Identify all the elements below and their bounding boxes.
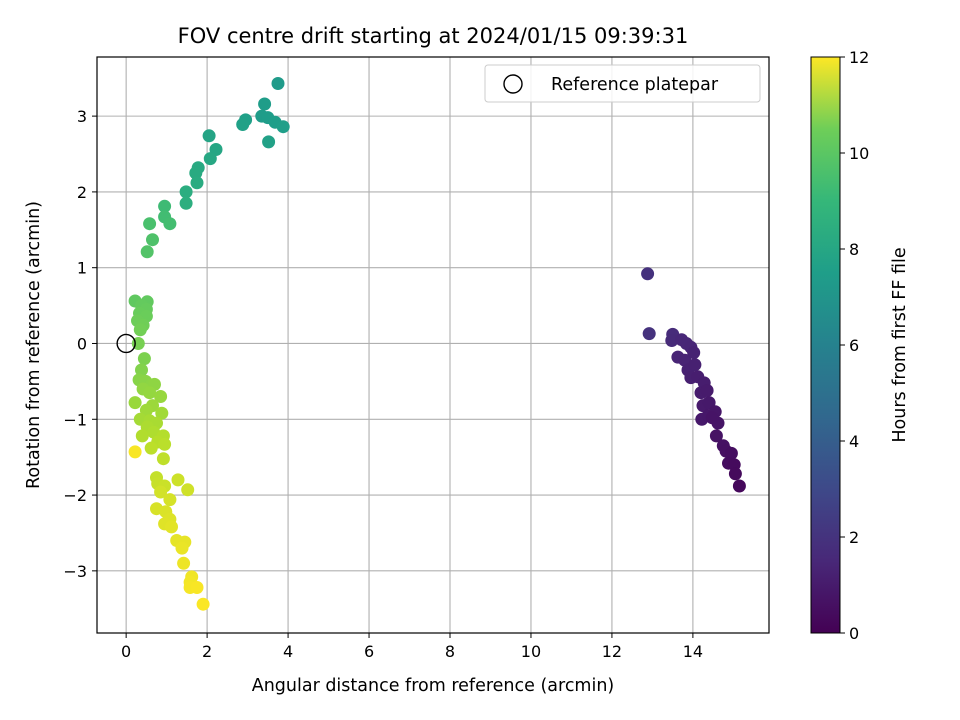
data-point bbox=[165, 520, 178, 534]
data-point bbox=[702, 396, 716, 410]
data-point bbox=[154, 390, 168, 403]
data-point bbox=[190, 581, 204, 594]
colorbar-tick-label: 2 bbox=[849, 528, 859, 547]
data-point bbox=[196, 597, 210, 611]
y-axis-ticks: −3 −2 −1 0 1 2 3 bbox=[63, 107, 97, 581]
data-point bbox=[181, 483, 195, 497]
y-tick-label: −1 bbox=[63, 410, 87, 429]
data-point bbox=[137, 352, 151, 366]
data-point bbox=[143, 217, 157, 231]
x-tick-label: 14 bbox=[683, 642, 703, 661]
data-point bbox=[135, 429, 149, 443]
x-tick-label: 8 bbox=[445, 642, 455, 661]
data-point bbox=[700, 384, 714, 397]
data-point bbox=[276, 120, 290, 134]
reference-marker bbox=[116, 333, 136, 354]
data-point bbox=[158, 199, 172, 213]
data-point bbox=[128, 396, 142, 410]
colorbar-tick-label: 6 bbox=[849, 336, 859, 355]
colorbar-ticks: 0 2 4 6 8 10 12 bbox=[840, 48, 869, 643]
data-point bbox=[271, 77, 285, 90]
data-point bbox=[135, 363, 148, 377]
data-point bbox=[133, 323, 147, 337]
y-tick-label: 1 bbox=[77, 259, 87, 278]
data-point bbox=[128, 445, 142, 459]
colorbar: 0 2 4 6 8 10 12 Hours from first FF file bbox=[810, 48, 910, 643]
data-point bbox=[688, 358, 702, 372]
data-points bbox=[128, 77, 746, 611]
x-axis-ticks: 0 2 4 6 8 10 12 14 bbox=[121, 633, 703, 661]
x-tick-label: 12 bbox=[602, 642, 622, 661]
colorbar-tick-label: 4 bbox=[849, 432, 859, 451]
y-tick-label: 0 bbox=[77, 334, 87, 353]
colorbar-label: Hours from first FF file bbox=[890, 247, 910, 442]
data-point bbox=[139, 403, 153, 417]
plot-frame bbox=[96, 56, 770, 634]
data-point bbox=[171, 473, 185, 487]
colorbar-tick-label: 10 bbox=[849, 144, 869, 163]
y-tick-label: 2 bbox=[77, 183, 87, 202]
y-tick-label: −2 bbox=[63, 486, 87, 505]
grid-lines bbox=[97, 57, 769, 633]
data-point bbox=[687, 346, 701, 360]
data-point bbox=[258, 97, 272, 111]
data-point bbox=[724, 446, 738, 460]
data-point bbox=[665, 334, 679, 347]
data-point bbox=[155, 406, 169, 420]
data-point bbox=[641, 267, 655, 281]
legend-marker bbox=[503, 74, 523, 94]
data-point bbox=[156, 452, 170, 466]
x-tick-label: 2 bbox=[202, 642, 212, 661]
x-tick-label: 4 bbox=[283, 642, 293, 661]
data-point bbox=[202, 129, 216, 143]
data-point bbox=[642, 327, 656, 341]
x-tick-label: 10 bbox=[521, 642, 541, 661]
data-point bbox=[177, 556, 191, 570]
chart-title: FOV centre drift starting at 2024/01/15 … bbox=[178, 24, 689, 48]
colorbar-tick-label: 0 bbox=[849, 624, 859, 643]
data-point bbox=[709, 429, 723, 443]
data-point bbox=[190, 176, 204, 190]
legend-label: Reference platepar bbox=[551, 75, 719, 95]
data-point bbox=[163, 217, 177, 231]
y-tick-label: 3 bbox=[77, 107, 87, 126]
data-point bbox=[262, 135, 276, 149]
data-point bbox=[705, 411, 719, 425]
legend-box bbox=[484, 64, 761, 103]
data-point bbox=[728, 467, 742, 481]
data-point bbox=[144, 441, 158, 455]
data-point bbox=[189, 166, 203, 180]
colorbar-tick-label: 8 bbox=[849, 240, 859, 259]
data-point bbox=[163, 493, 177, 507]
data-point bbox=[203, 152, 217, 166]
colorbar-gradient bbox=[810, 56, 841, 634]
data-point bbox=[143, 386, 157, 400]
data-point bbox=[732, 479, 746, 493]
data-point bbox=[236, 118, 250, 131]
data-point bbox=[158, 437, 172, 451]
data-point bbox=[179, 185, 193, 199]
data-point bbox=[146, 233, 159, 247]
data-point bbox=[140, 245, 154, 259]
data-point bbox=[678, 353, 692, 367]
x-axis-label: Angular distance from reference (arcmin) bbox=[252, 676, 615, 696]
x-tick-label: 6 bbox=[364, 642, 374, 661]
y-tick-label: −3 bbox=[63, 562, 87, 581]
colorbar-tick-label: 12 bbox=[849, 48, 869, 67]
legend: Reference platepar bbox=[484, 64, 761, 103]
data-point bbox=[175, 541, 189, 555]
x-tick-label: 0 bbox=[121, 642, 131, 661]
y-axis-label: Rotation from reference (arcmin) bbox=[24, 201, 44, 489]
data-point bbox=[179, 196, 193, 210]
data-point bbox=[154, 485, 168, 499]
